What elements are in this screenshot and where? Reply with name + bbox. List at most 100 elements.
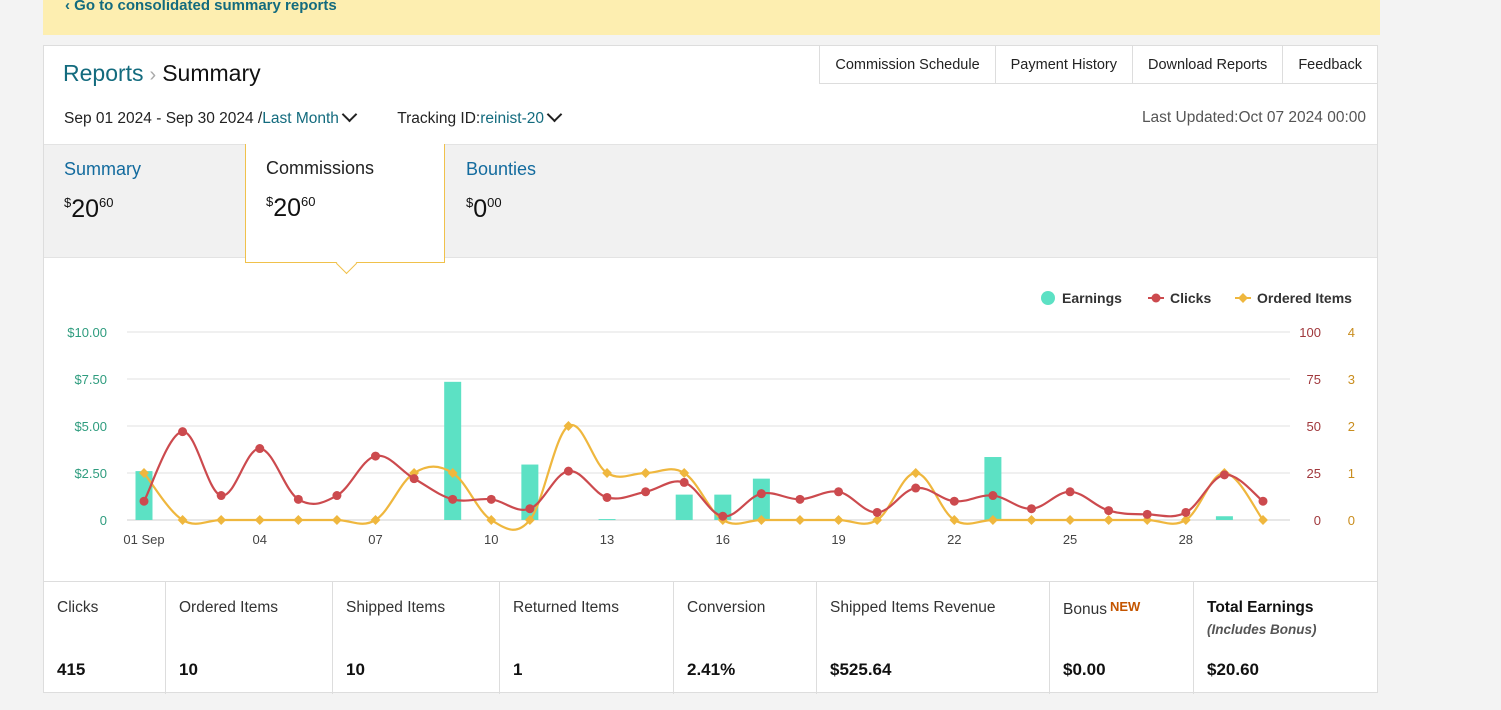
earnings-bar bbox=[984, 457, 1002, 520]
stat-label: Total Earnings (Includes Bonus) bbox=[1207, 599, 1317, 637]
x-tick-label: 01 Sep bbox=[123, 532, 164, 547]
legend-ordered-label: Ordered Items bbox=[1257, 290, 1352, 306]
tracking-id-dropdown[interactable]: reinist-20 bbox=[480, 110, 544, 127]
clicks-point bbox=[293, 494, 303, 504]
stat-returned-items: Returned Items 1 bbox=[499, 582, 673, 694]
clicks-point bbox=[255, 444, 265, 454]
stat-label: Bonus NEW bbox=[1063, 599, 1141, 618]
y-tick-ordered: 1 bbox=[1348, 466, 1355, 481]
stat-label: Clicks bbox=[57, 599, 99, 616]
last-updated: Last Updated:Oct 07 2024 00:00 bbox=[1141, 109, 1366, 126]
stat-shipped-items: Shipped Items 10 bbox=[332, 582, 499, 694]
y-tick-clicks: 100 bbox=[1299, 325, 1321, 340]
filter-bar: Sep 01 2024 - Sep 30 2024 /Last Month Tr… bbox=[64, 106, 566, 128]
clicks-point bbox=[1258, 496, 1268, 506]
period-dropdown[interactable]: Last Month bbox=[262, 110, 339, 127]
earnings-bar bbox=[675, 494, 693, 520]
stat-sublabel: (Includes Bonus) bbox=[1207, 622, 1317, 637]
y-tick-clicks: 0 bbox=[1314, 513, 1321, 528]
y-tick-clicks: 50 bbox=[1307, 419, 1321, 434]
earnings-bar bbox=[135, 471, 153, 520]
y-tick-clicks: 75 bbox=[1307, 372, 1321, 387]
stat-label: Ordered Items bbox=[179, 599, 279, 616]
x-tick-label: 04 bbox=[253, 532, 267, 547]
consolidated-reports-link[interactable]: ‹ Go to consolidated summary reports bbox=[65, 0, 337, 14]
tab-amount: $2060 bbox=[64, 195, 114, 223]
legend-earnings-label: Earnings bbox=[1062, 290, 1122, 306]
stat-clicks: Clicks 415 bbox=[44, 582, 165, 694]
ordered-items-point bbox=[563, 421, 574, 431]
tab-summary[interactable]: Summary $2060 bbox=[44, 145, 244, 257]
clicks-point bbox=[563, 466, 573, 476]
ordered-items-point bbox=[254, 515, 265, 525]
clicks-point bbox=[1181, 507, 1191, 517]
clicks-point bbox=[525, 504, 535, 514]
tab-commissions[interactable]: Commissions $2060 bbox=[245, 144, 445, 275]
stat-bonus: Bonus NEW $0.00 bbox=[1049, 582, 1193, 694]
y-tick-earnings: 0 bbox=[100, 513, 107, 528]
ordered-items-point bbox=[1103, 515, 1114, 525]
clicks-point bbox=[641, 487, 651, 497]
ordered-items-point bbox=[139, 468, 149, 478]
clicks-point bbox=[911, 483, 921, 493]
breadcrumb: Reports › Summary bbox=[63, 60, 261, 87]
report-tabs: Summary $2060 Commissions $2060 Bounties… bbox=[44, 144, 1377, 275]
x-tick-label: 28 bbox=[1179, 532, 1193, 547]
x-tick-label: 16 bbox=[716, 532, 730, 547]
ordered-items-point bbox=[370, 515, 381, 525]
stat-value: $0.00 bbox=[1063, 660, 1106, 679]
date-range: Sep 01 2024 - Sep 30 2024 / bbox=[64, 110, 263, 127]
tab-amount: $2060 bbox=[266, 194, 316, 222]
y-tick-ordered: 4 bbox=[1348, 325, 1355, 340]
ordered-items-point bbox=[1180, 515, 1191, 525]
ordered-items-point bbox=[833, 515, 844, 525]
y-tick-ordered: 3 bbox=[1348, 372, 1355, 387]
ordered-items-point bbox=[1258, 515, 1268, 525]
ordered-items-point bbox=[987, 515, 998, 525]
report-card: Reports › Summary Commission Schedule Paym… bbox=[43, 45, 1378, 694]
clicks-point bbox=[216, 491, 226, 501]
clicks-point bbox=[448, 494, 458, 504]
clicks-point bbox=[1065, 487, 1075, 497]
x-tick-label: 10 bbox=[484, 532, 498, 547]
stat-value: 415 bbox=[57, 660, 86, 679]
y-tick-earnings: $7.50 bbox=[74, 372, 107, 387]
ordered-items-point bbox=[795, 515, 805, 525]
page-title: Summary bbox=[162, 60, 261, 86]
download-reports-button[interactable]: Download Reports bbox=[1132, 46, 1283, 83]
stat-value: 1 bbox=[513, 660, 523, 679]
tracking-id-label: Tracking ID: bbox=[397, 110, 481, 127]
ordered-items-point bbox=[1026, 515, 1037, 525]
ordered-items-point bbox=[293, 515, 304, 525]
clicks-point bbox=[602, 492, 612, 502]
earnings-bar bbox=[444, 381, 462, 520]
breadcrumb-separator: › bbox=[149, 64, 157, 86]
x-tick-label: 22 bbox=[947, 532, 961, 547]
commission-schedule-button[interactable]: Commission Schedule bbox=[820, 46, 995, 83]
stat-value: 10 bbox=[179, 660, 198, 679]
clicks-point bbox=[795, 494, 805, 504]
ordered-items-point bbox=[1065, 515, 1076, 525]
earnings-bar bbox=[598, 519, 616, 521]
feedback-button[interactable]: Feedback bbox=[1282, 46, 1377, 83]
consolidated-banner: ‹ Go to consolidated summary reports bbox=[43, 0, 1380, 35]
clicks-point bbox=[834, 487, 844, 497]
earnings-bar bbox=[752, 478, 770, 520]
x-tick-label: 07 bbox=[368, 532, 382, 547]
clicks-point bbox=[1026, 504, 1036, 514]
clicks-point bbox=[409, 474, 419, 484]
breadcrumb-reports-link[interactable]: Reports bbox=[63, 60, 144, 86]
ordered-items-point bbox=[177, 515, 188, 525]
legend-clicks-marker bbox=[1151, 293, 1161, 303]
chevron-down-icon[interactable] bbox=[341, 106, 358, 123]
ordered-items-point bbox=[640, 468, 651, 478]
ordered-items-point bbox=[949, 515, 960, 525]
top-nav: Commission Schedule Payment History Down… bbox=[819, 45, 1378, 84]
legend-earnings-marker bbox=[1041, 291, 1055, 305]
tab-bounties[interactable]: Bounties $000 bbox=[446, 145, 646, 257]
tab-label: Summary bbox=[64, 159, 142, 179]
payment-history-button[interactable]: Payment History bbox=[994, 46, 1133, 83]
chevron-down-icon[interactable] bbox=[546, 106, 563, 123]
clicks-line bbox=[143, 430, 1264, 518]
clicks-point bbox=[1219, 470, 1229, 480]
